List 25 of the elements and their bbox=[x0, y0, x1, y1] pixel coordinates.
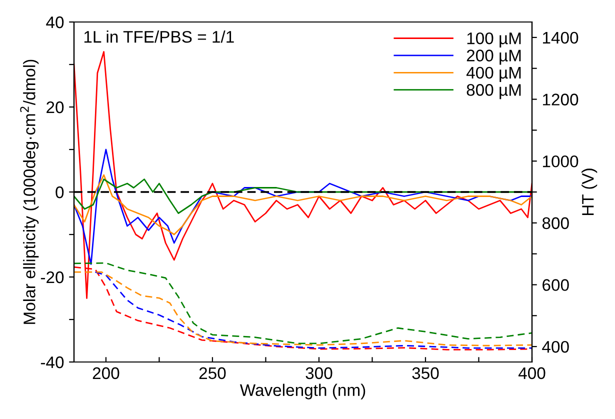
x-tick-label: 400 bbox=[518, 367, 546, 380]
x-tick-label: 350 bbox=[412, 367, 439, 380]
y-tick-label: -20 bbox=[40, 271, 64, 284]
x-tick-label: 200 bbox=[92, 367, 120, 380]
y2-tick-label: 800 bbox=[542, 217, 569, 230]
x-axis-title: Wavelength (nm) bbox=[240, 384, 366, 400]
x-tick-label: 250 bbox=[199, 367, 226, 380]
y-tick-label: -40 bbox=[40, 356, 64, 368]
y2-tick-label: 400 bbox=[542, 340, 569, 353]
line-series bbox=[74, 174, 532, 236]
y2-tick-label: 1000 bbox=[542, 155, 578, 168]
y-tick-label: 40 bbox=[46, 16, 64, 28]
legend-label: 800 µM bbox=[466, 84, 521, 100]
y2-tick-label: 1200 bbox=[542, 94, 578, 106]
y2-tick-label: 600 bbox=[542, 279, 569, 291]
y2-tick-label: 1400 bbox=[542, 32, 578, 44]
y2-axis-title: HT (V) bbox=[582, 168, 598, 216]
x-tick-label: 300 bbox=[306, 367, 332, 380]
annotation: 1L in TFE/PBS = 1/1 bbox=[84, 30, 234, 43]
y-tick-label: 20 bbox=[46, 101, 64, 114]
legend-label: 100 µM bbox=[467, 32, 521, 48]
y-axis-title: Molar ellipticity (1000deg·cm$^{2}$/dmol) bbox=[20, 60, 39, 324]
y-tick-label: 0 bbox=[56, 186, 64, 198]
legend-label: 400 µM bbox=[466, 66, 521, 82]
legend-label: 200 µM bbox=[466, 50, 521, 65]
